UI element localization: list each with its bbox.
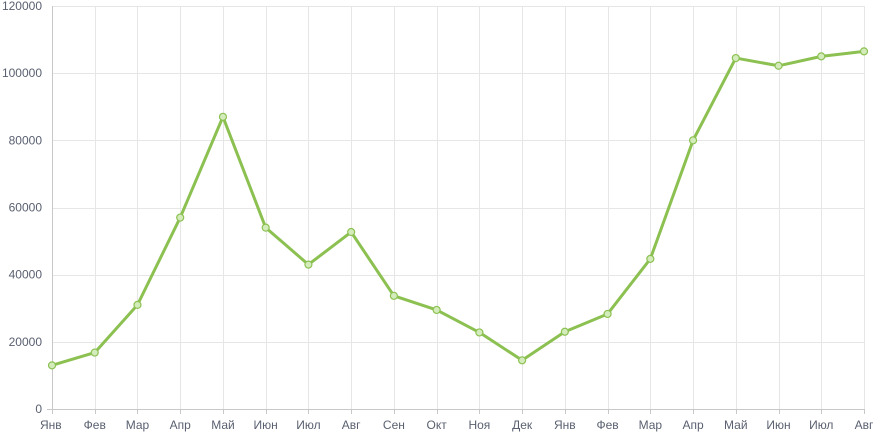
y-tick-label: 100000 [2, 66, 42, 80]
x-tick-label: Ноя [468, 418, 490, 432]
x-axis-ticks: Янв Фев Мар Апр Май Июн Июл Авг Сен Окт Ноя Дек Янв Ф… [40, 418, 874, 432]
grid-lines [52, 6, 865, 410]
series-line [50, 49, 866, 367]
data-point[interactable] [817, 52, 826, 61]
y-tick-label: 80000 [9, 133, 43, 147]
data-point[interactable] [646, 254, 655, 263]
data-point[interactable] [518, 356, 527, 365]
data-point[interactable] [218, 112, 228, 121]
x-tick-label: Авг [855, 418, 874, 432]
data-point[interactable] [90, 348, 99, 357]
y-tick-label: 40000 [9, 268, 43, 282]
data-point[interactable] [688, 136, 698, 145]
x-tick-label: Мар [126, 418, 150, 432]
data-point[interactable] [560, 327, 569, 336]
x-tick-label: Май [211, 418, 235, 432]
y-tick-label: 60000 [9, 201, 43, 215]
data-point[interactable] [261, 223, 270, 232]
y-axis-ticks: 0 20000 40000 60000 80000 100000 120000 [2, 0, 42, 416]
x-tick-label: Май [724, 418, 748, 432]
data-point[interactable] [176, 213, 185, 222]
data-point[interactable] [603, 309, 612, 319]
x-tick-label: Мар [639, 418, 663, 432]
y-tick-label: 20000 [9, 335, 43, 349]
x-tick-label: Сен [383, 418, 405, 432]
x-tick-label: Июл [809, 418, 833, 432]
x-tick-label: Июн [766, 418, 790, 432]
x-tick-label: Дек [512, 418, 533, 432]
data-point[interactable] [389, 291, 398, 300]
x-tick-label: Июл [296, 418, 320, 432]
data-point[interactable] [475, 328, 484, 337]
axes [47, 6, 865, 414]
x-tick-label: Янв [40, 418, 62, 432]
data-point[interactable] [347, 227, 356, 237]
y-tick-label: 120000 [2, 0, 42, 13]
data-point[interactable] [133, 300, 142, 309]
data-point[interactable] [47, 361, 57, 370]
data-point[interactable] [774, 61, 783, 70]
x-tick-label: Апр [170, 418, 192, 432]
x-tick-label: Янв [554, 418, 576, 432]
x-tick-label: Авг [342, 418, 361, 432]
x-tick-label: Апр [682, 418, 704, 432]
y-tick-label: 0 [35, 402, 42, 416]
x-tick-label: Окт [427, 418, 448, 432]
data-point[interactable] [859, 47, 869, 56]
data-point[interactable] [731, 53, 740, 63]
data-point[interactable] [304, 260, 313, 269]
data-point[interactable] [432, 305, 441, 315]
x-tick-label: Июн [254, 418, 278, 432]
series-layer [47, 47, 869, 370]
x-tick-label: Фев [84, 418, 106, 432]
x-tick-label: Фев [596, 418, 618, 432]
